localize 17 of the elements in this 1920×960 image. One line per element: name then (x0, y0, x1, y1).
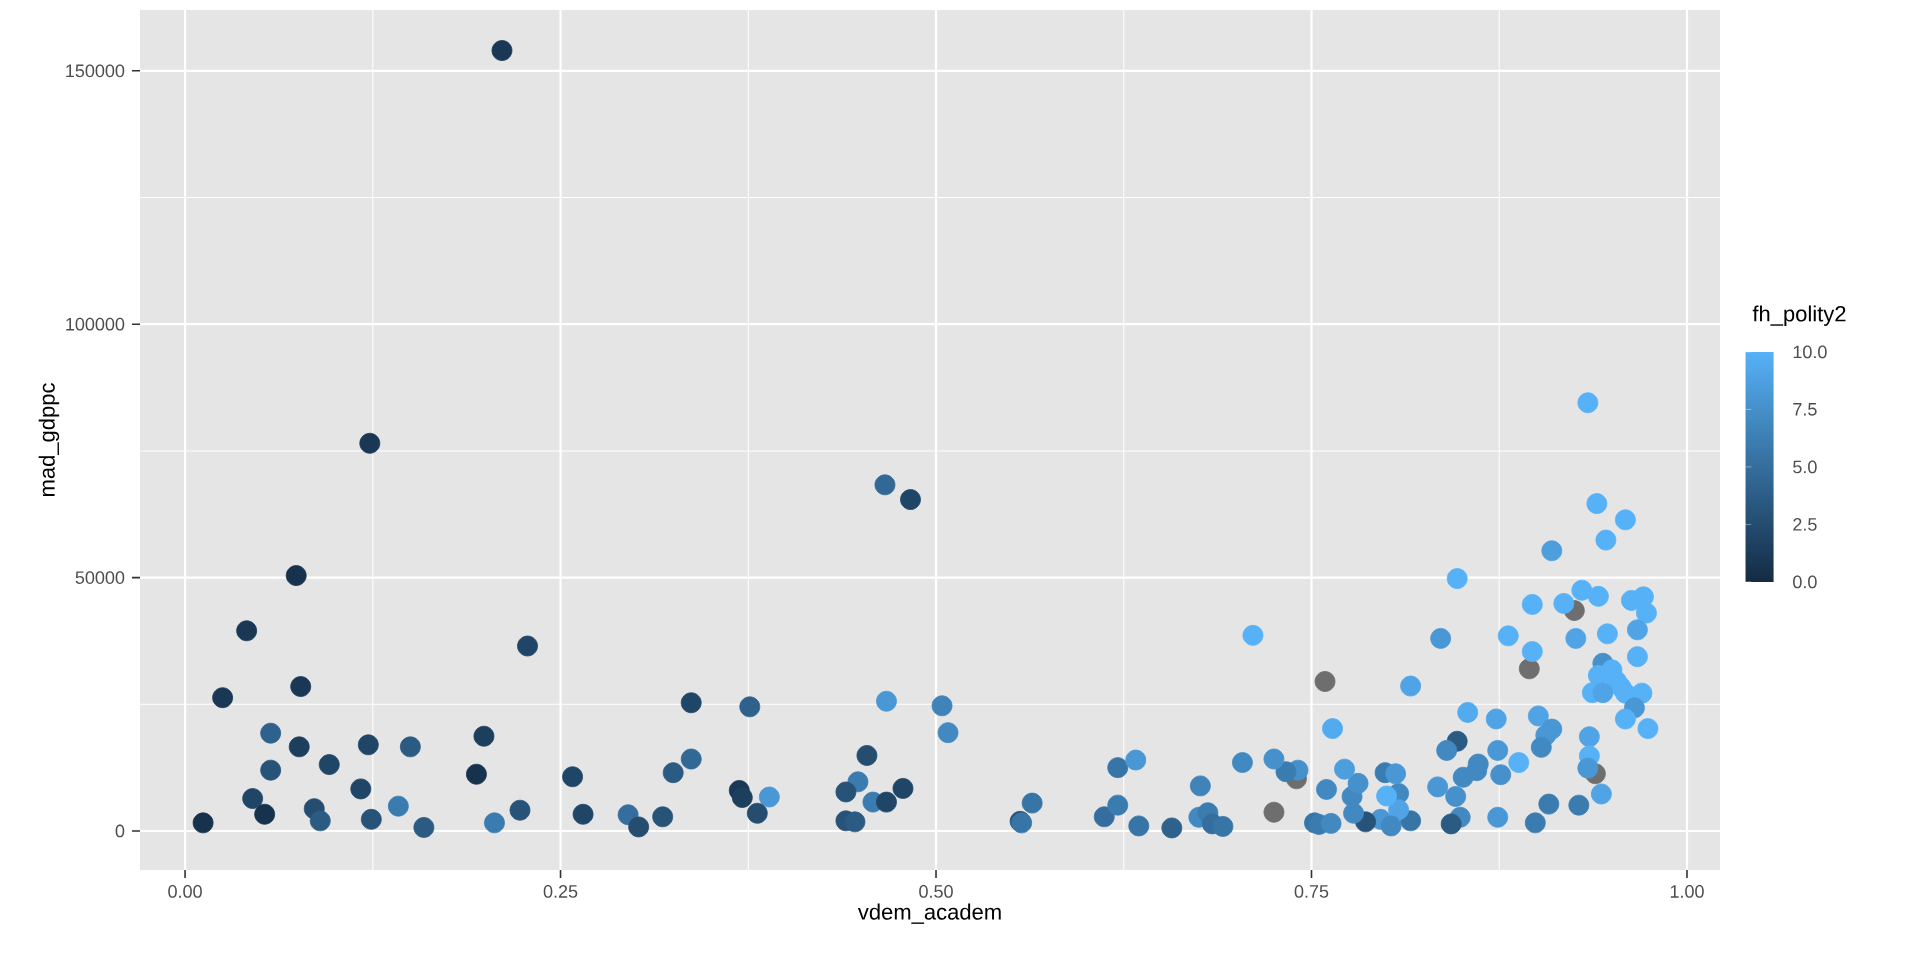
color-bar-label: 5.0 (1793, 460, 1817, 474)
color-bar-label: 0.0 (1793, 575, 1817, 589)
x-tick-label: 0.50 (919, 885, 953, 898)
x-tick-label: 0.00 (168, 885, 202, 898)
x-tick-label: 0.25 (543, 885, 578, 898)
color-bar-title: fh_polity2 (1752, 305, 1846, 326)
y-tick-label: 50000 (75, 571, 125, 584)
x-tick-label: 1.00 (1670, 885, 1704, 898)
y-axis-title: mad_gdppc (38, 383, 60, 497)
x-axis-title: vdem_academ (857, 903, 1001, 924)
color-bar-label: 2.5 (1793, 518, 1817, 531)
color-bar-label: 10.0 (1793, 345, 1827, 359)
y-tick-label: 100000 (66, 317, 125, 331)
y-tick-label: 0 (115, 824, 125, 838)
color-bar-label: 7.5 (1793, 403, 1817, 416)
y-tick-label: 150000 (66, 64, 125, 78)
x-tick-label: 0.75 (1294, 885, 1329, 898)
